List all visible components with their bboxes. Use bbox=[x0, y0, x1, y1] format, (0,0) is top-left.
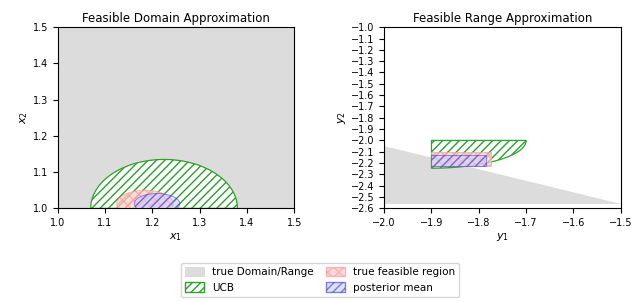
Polygon shape bbox=[384, 146, 621, 204]
Polygon shape bbox=[431, 155, 486, 166]
X-axis label: $y_1$: $y_1$ bbox=[496, 231, 509, 243]
Polygon shape bbox=[134, 194, 180, 214]
Polygon shape bbox=[116, 190, 173, 218]
X-axis label: $x_1$: $x_1$ bbox=[170, 231, 182, 243]
Polygon shape bbox=[91, 159, 237, 208]
Y-axis label: $y_2$: $y_2$ bbox=[336, 111, 348, 124]
Polygon shape bbox=[431, 152, 491, 166]
Polygon shape bbox=[431, 140, 526, 168]
Title: Feasible Domain Approximation: Feasible Domain Approximation bbox=[82, 11, 270, 25]
Legend: true Domain/Range, UCB, true feasible region, posterior mean: true Domain/Range, UCB, true feasible re… bbox=[180, 263, 460, 297]
Y-axis label: $x_2$: $x_2$ bbox=[18, 111, 29, 124]
Title: Feasible Range Approximation: Feasible Range Approximation bbox=[413, 11, 592, 25]
